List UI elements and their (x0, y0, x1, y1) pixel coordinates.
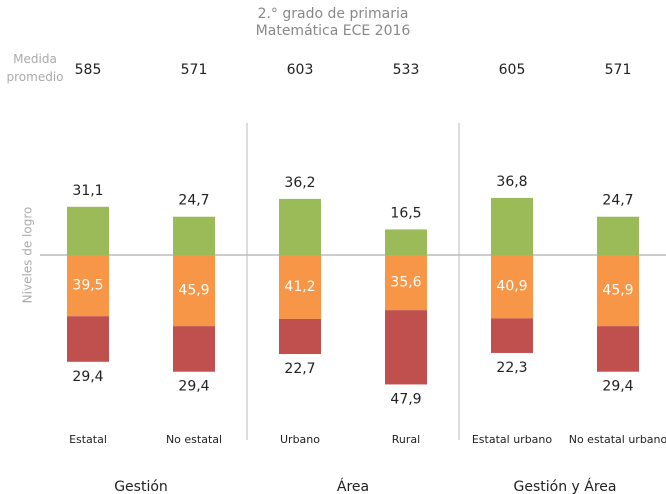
bar-segment (385, 310, 427, 385)
value-label: 39,5 (72, 278, 103, 294)
row-value: 585 (75, 62, 102, 78)
bar-segment (491, 255, 533, 319)
bar-segment (173, 326, 215, 372)
row-value: 605 (499, 62, 526, 78)
bar-segment (67, 206, 109, 255)
bar-segment (279, 255, 321, 319)
row-value: 571 (605, 62, 632, 78)
group-label: Gestión (114, 479, 168, 494)
value-label: 35,6 (390, 275, 421, 291)
value-label: 45,9 (602, 283, 633, 299)
bar-segment (491, 197, 533, 255)
bar-segment (173, 216, 215, 255)
group-label: Área (337, 478, 369, 494)
row-value: 603 (287, 62, 314, 78)
bar-segment (279, 198, 321, 255)
value-label: 40,9 (496, 279, 527, 295)
value-label: 36,8 (496, 174, 527, 190)
value-label: 45,9 (178, 283, 209, 299)
value-label: 22,7 (284, 361, 315, 377)
value-label: 47,9 (390, 391, 421, 407)
bar-segment (67, 316, 109, 362)
value-label: 22,3 (496, 360, 527, 376)
chart-subtitle: Matemática ECE 2016 (256, 23, 411, 39)
x-tick-label: Estatal (69, 433, 107, 446)
chart-title: 2.° grado de primaria (258, 6, 409, 22)
value-label: 31,1 (72, 183, 103, 199)
value-label: 24,7 (602, 193, 633, 209)
bar-segment (597, 255, 639, 327)
bar-segment (597, 326, 639, 372)
bar-segment (385, 255, 427, 311)
value-label: 16,5 (390, 205, 421, 221)
row-value: 571 (181, 62, 208, 78)
row-label-box: Medida promedio (6, 52, 64, 84)
x-tick-label: No estatal urbano (569, 433, 666, 446)
bar-segment (597, 216, 639, 255)
value-label: 36,2 (284, 175, 315, 191)
y-axis-label: Niveles de logro (21, 207, 35, 304)
value-label: 41,2 (284, 279, 315, 295)
row-label: Medida promedio (6, 52, 64, 84)
value-label: 24,7 (178, 193, 209, 209)
group-label: Gestión y Área (514, 478, 617, 494)
row-value: 533 (393, 62, 420, 78)
bar-segment (173, 255, 215, 327)
bar-segment (67, 255, 109, 317)
x-tick-label: No estatal (166, 433, 222, 446)
x-tick-label: Urbano (280, 433, 320, 446)
bar-segment (279, 318, 321, 355)
value-label: 29,4 (178, 379, 209, 395)
value-label: 29,4 (602, 379, 633, 395)
x-tick-label: Estatal urbano (472, 433, 553, 446)
bar-segment (491, 318, 533, 353)
value-label: 29,4 (72, 369, 103, 385)
bar-segment (385, 229, 427, 255)
x-tick-label: Rural (392, 433, 420, 446)
